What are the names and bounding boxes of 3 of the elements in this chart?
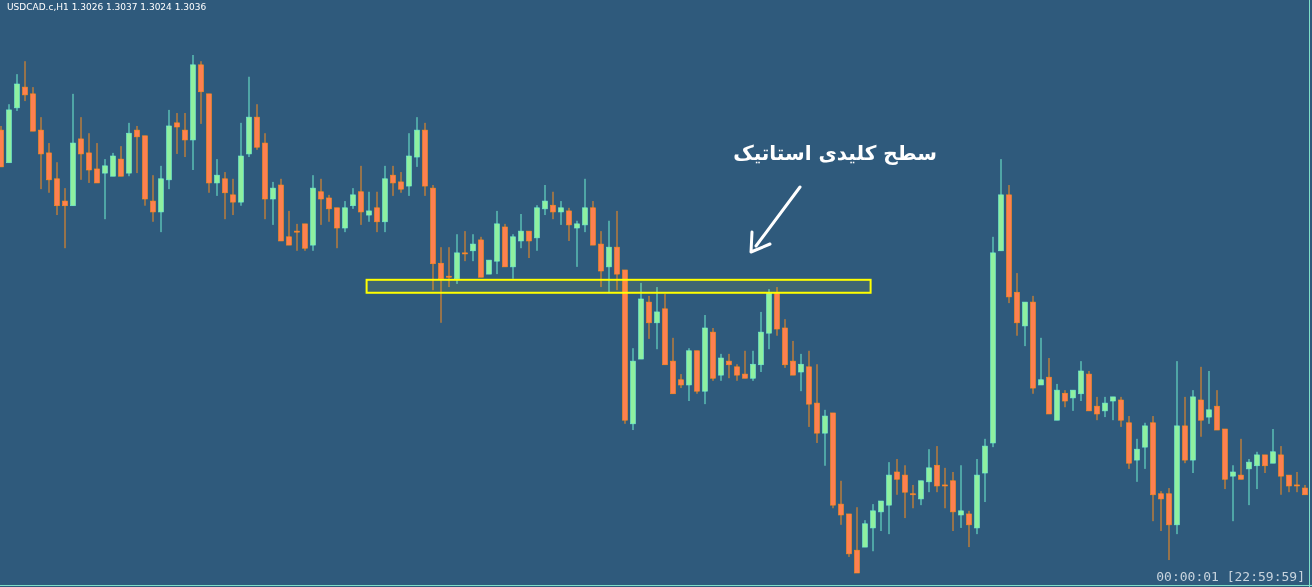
- chart-title: USDCAD.c,H1 1.3026 1.3037 1.3024 1.3036: [7, 2, 207, 12]
- annotation: سطح کلیدی استاتیک: [733, 141, 937, 165]
- annotation: 00:00:01 [22:59:59]: [1156, 569, 1305, 584]
